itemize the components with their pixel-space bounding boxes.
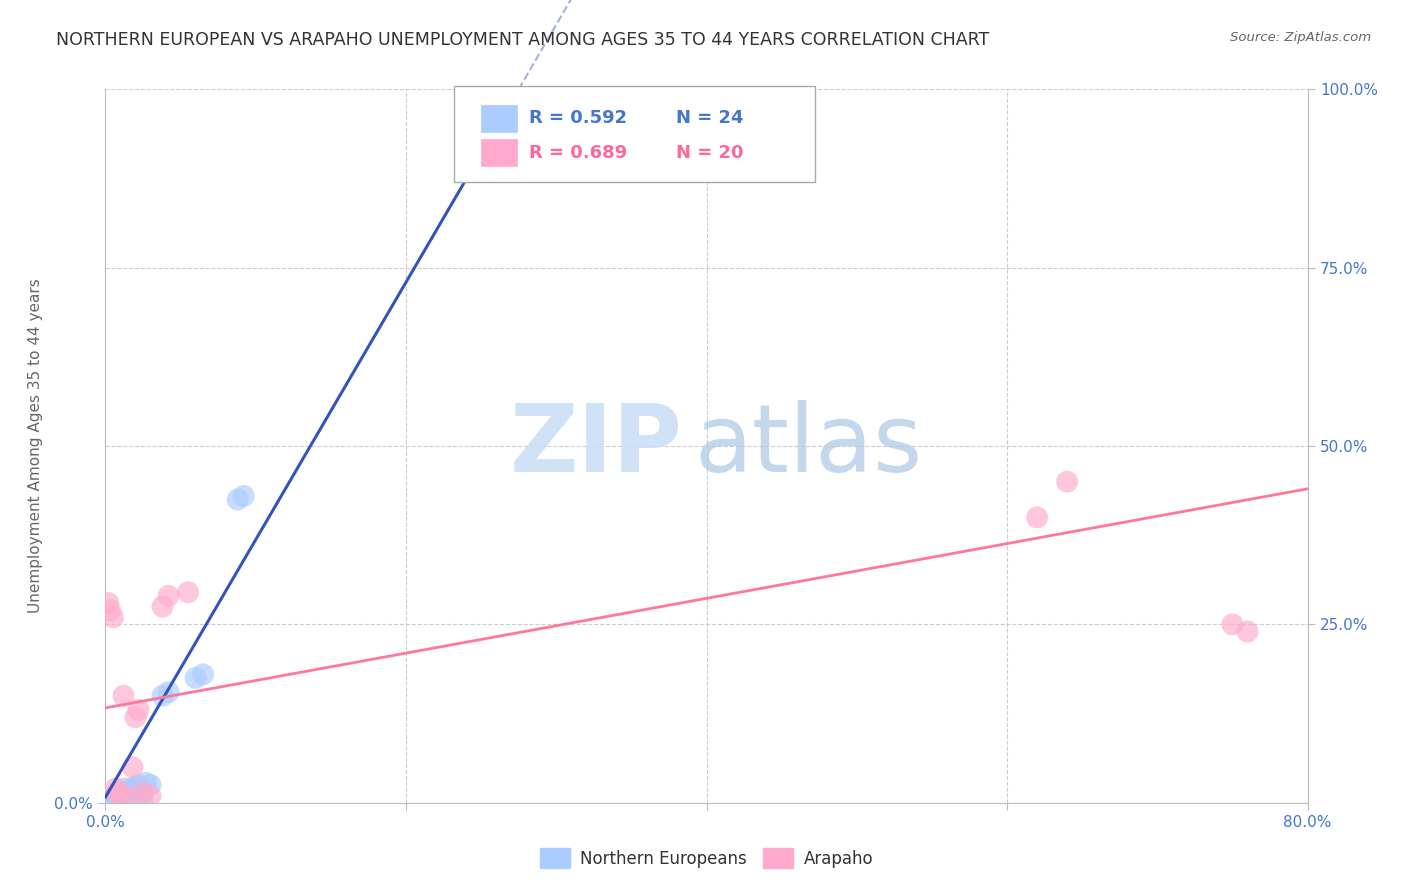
Text: R = 0.592: R = 0.592 [529, 110, 627, 128]
Point [110, 790, 132, 805]
Point [98, 792, 121, 806]
Point [1222, 617, 1244, 632]
Point [103, 792, 125, 806]
Point [132, 792, 155, 806]
Point [232, 489, 254, 503]
Point [124, 781, 146, 796]
Legend: Northern Europeans, Arapaho: Northern Europeans, Arapaho [531, 839, 882, 877]
Point [101, 790, 124, 805]
Point [124, 710, 146, 724]
Point [101, 610, 124, 624]
Point [108, 792, 131, 806]
Point [157, 685, 180, 699]
Text: N = 20: N = 20 [676, 144, 744, 161]
Point [226, 492, 249, 507]
Text: N = 24: N = 24 [676, 110, 744, 128]
Point [107, 785, 129, 799]
Point [139, 789, 162, 803]
Point [152, 689, 174, 703]
Point [118, 783, 141, 797]
Point [97, 596, 120, 610]
Point [177, 585, 200, 599]
Point [139, 778, 162, 792]
Point [125, 783, 148, 797]
Point [128, 703, 150, 717]
Text: NORTHERN EUROPEAN VS ARAPAHO UNEMPLOYMENT AMONG AGES 35 TO 44 YEARS CORRELATION : NORTHERN EUROPEAN VS ARAPAHO UNEMPLOYMEN… [56, 31, 990, 49]
Text: atlas: atlas [695, 400, 922, 492]
Text: ZIP: ZIP [509, 400, 682, 492]
Point [157, 589, 180, 603]
Point [1236, 624, 1258, 639]
Text: R = 0.689: R = 0.689 [529, 144, 627, 161]
Point [501, 118, 523, 132]
FancyBboxPatch shape [481, 139, 516, 166]
Point [112, 689, 135, 703]
Point [1026, 510, 1049, 524]
Point [112, 787, 135, 801]
Text: Source: ZipAtlas.com: Source: ZipAtlas.com [1230, 31, 1371, 45]
Point [98, 603, 121, 617]
Point [132, 785, 155, 799]
Point [121, 787, 143, 801]
Point [122, 780, 145, 794]
Point [152, 599, 174, 614]
Point [104, 781, 127, 796]
Point [117, 785, 139, 799]
Point [184, 671, 207, 685]
Point [121, 760, 143, 774]
Y-axis label: Unemployment Among Ages 35 to 44 years: Unemployment Among Ages 35 to 44 years [28, 278, 44, 614]
Point [135, 776, 157, 790]
Point [512, 111, 534, 125]
Point [110, 789, 132, 803]
Point [1056, 475, 1078, 489]
Point [104, 789, 127, 803]
FancyBboxPatch shape [454, 86, 814, 182]
Point [117, 790, 139, 805]
Point [129, 785, 152, 799]
Point [100, 794, 122, 808]
Point [128, 778, 150, 792]
FancyBboxPatch shape [481, 105, 516, 132]
Point [107, 790, 129, 805]
Point [114, 781, 136, 796]
Point [191, 667, 214, 681]
